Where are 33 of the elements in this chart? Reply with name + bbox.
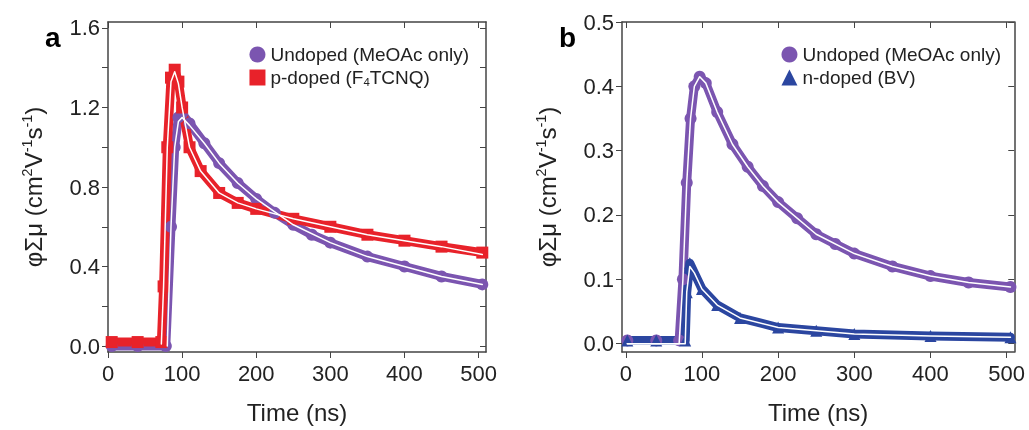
x-tick-label: 0 (619, 360, 632, 386)
y-tick-label: 0.4 (583, 73, 614, 99)
y-axis-title: φΣμ (cm2V-1s-1) (533, 106, 561, 268)
x-tick-label: 300 (835, 360, 873, 386)
y-tick-label: 1.6 (69, 15, 100, 41)
legend-label: Undoped (MeOAc only) (270, 44, 470, 65)
y-tick-label: 0.3 (583, 138, 614, 164)
x-tick-label: 100 (683, 360, 721, 386)
y-tick-label: 0.0 (583, 331, 614, 357)
legend-label: p-doped (F4TCNQ) (270, 67, 430, 88)
chart-title: a (45, 21, 61, 53)
y-tick-label: 0.2 (583, 202, 614, 228)
y-tick-label: 1.2 (69, 94, 100, 120)
legend-label: Undoped (MeOAc only) (802, 44, 1002, 65)
x-tick-label: 0 (101, 360, 115, 386)
x-tick-label: 500 (988, 360, 1026, 386)
y-tick-label: 0.5 (583, 9, 614, 35)
x-axis-title: Time (ns) (246, 398, 348, 426)
chart-title: b (559, 21, 577, 53)
legend-label: n-doped (BV) (802, 67, 916, 88)
y-tick-label: 0.4 (69, 254, 100, 280)
x-tick-label: 500 (460, 360, 497, 386)
x-axis-title: Time (ns) (767, 398, 869, 426)
y-axis-title: φΣμ (cm2V-1s-1) (19, 106, 47, 268)
x-tick-label: 200 (759, 360, 797, 386)
x-tick-label: 300 (311, 360, 349, 386)
x-tick-label: 400 (912, 360, 949, 386)
x-tick-label: 200 (237, 360, 275, 386)
y-tick-label: 0.8 (69, 174, 100, 200)
y-tick-label: 0.1 (583, 266, 614, 292)
x-tick-label: 400 (386, 360, 423, 386)
x-tick-label: 100 (163, 360, 201, 386)
y-tick-label: 0.0 (69, 333, 100, 359)
